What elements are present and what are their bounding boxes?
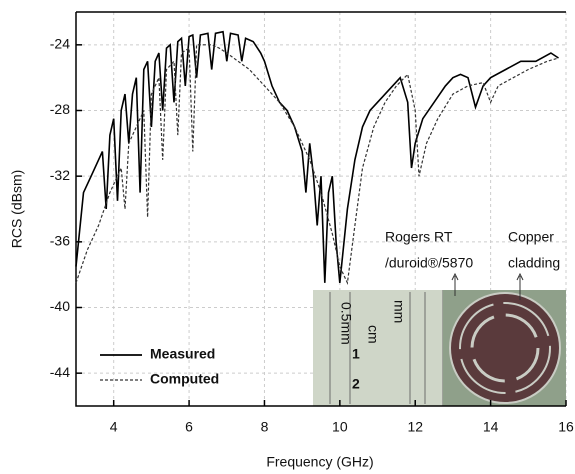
annotation: Copper	[508, 229, 554, 245]
inset-photo: 1 2 cm 0.5mm mm	[313, 290, 566, 406]
x-tick-label: 8	[261, 419, 269, 435]
annotation-arrows	[451, 272, 524, 300]
legend-label: Measured	[150, 346, 215, 362]
axis-frame	[75, 11, 566, 407]
ruler	[313, 290, 443, 406]
series-line	[75, 44, 559, 286]
x-tick-label: 6	[185, 419, 193, 435]
inset-label: 0.5mm	[338, 302, 354, 345]
inset-label: 2	[352, 376, 360, 392]
y-tick-label: -44	[50, 364, 70, 380]
ring	[470, 313, 540, 383]
annotation: cladding	[508, 255, 560, 271]
x-tick-label: 12	[407, 419, 423, 435]
inset-label: 1	[352, 346, 360, 362]
y-tick-label: -24	[50, 36, 70, 52]
y-tick-label: -40	[50, 298, 70, 314]
ring	[459, 302, 551, 394]
inset-label: cm	[365, 325, 381, 344]
y-tick-label: -36	[50, 233, 70, 249]
annotation: Rogers RT	[385, 229, 453, 245]
x-tick-label: 14	[483, 419, 499, 435]
x-tick-label: 10	[332, 419, 348, 435]
series-line	[75, 30, 559, 283]
x-tick-label: 16	[558, 419, 574, 435]
x-tick-label: 4	[110, 419, 118, 435]
x-axis-title: Frequency (GHz)	[266, 454, 373, 470]
legend-label: Computed	[150, 371, 219, 387]
annotation: /duroid®/5870	[385, 255, 473, 271]
y-tick-label: -32	[50, 167, 70, 183]
inset-label: mm	[391, 300, 407, 323]
y-tick-label: -28	[50, 101, 70, 117]
y-axis-title: RCS (dBsm)	[9, 170, 25, 249]
